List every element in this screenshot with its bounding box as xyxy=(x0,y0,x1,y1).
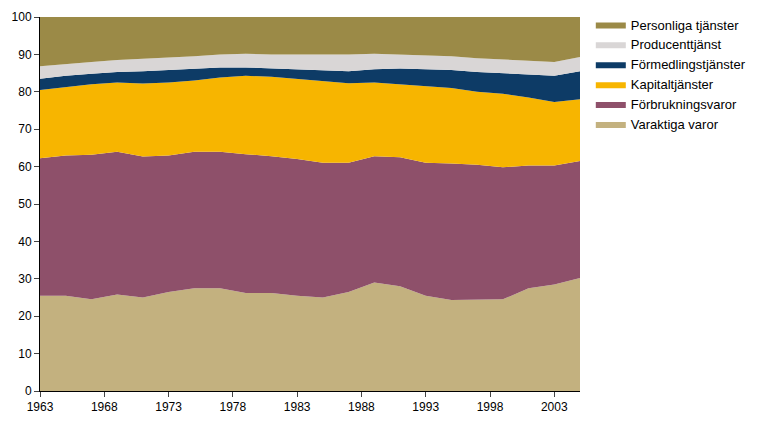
svg-text:1973: 1973 xyxy=(155,400,182,414)
svg-text:1963: 1963 xyxy=(27,400,54,414)
svg-text:50: 50 xyxy=(18,197,32,211)
svg-text:Personliga tjänster: Personliga tjänster xyxy=(631,18,739,33)
svg-text:30: 30 xyxy=(18,272,32,286)
svg-text:1988: 1988 xyxy=(348,400,375,414)
svg-text:60: 60 xyxy=(18,160,32,174)
svg-text:40: 40 xyxy=(18,235,32,249)
svg-text:100: 100 xyxy=(12,10,32,24)
svg-text:1993: 1993 xyxy=(412,400,439,414)
svg-text:70: 70 xyxy=(18,122,32,136)
svg-text:1983: 1983 xyxy=(284,400,311,414)
svg-text:Kapitaltjänster: Kapitaltjänster xyxy=(631,77,714,92)
svg-text:1978: 1978 xyxy=(220,400,247,414)
svg-text:0: 0 xyxy=(25,384,32,398)
svg-text:20: 20 xyxy=(18,309,32,323)
svg-text:Förbrukningsvaror: Förbrukningsvaror xyxy=(631,97,737,112)
svg-text:Producenttjänst: Producenttjänst xyxy=(631,37,722,52)
svg-text:2003: 2003 xyxy=(541,400,568,414)
svg-text:1998: 1998 xyxy=(477,400,504,414)
svg-text:Förmedlingstjänster: Förmedlingstjänster xyxy=(631,57,746,72)
svg-text:80: 80 xyxy=(18,85,32,99)
svg-text:90: 90 xyxy=(18,48,32,62)
svg-text:1968: 1968 xyxy=(91,400,118,414)
svg-text:Varaktiga varor: Varaktiga varor xyxy=(631,117,719,132)
svg-text:10: 10 xyxy=(18,347,32,361)
